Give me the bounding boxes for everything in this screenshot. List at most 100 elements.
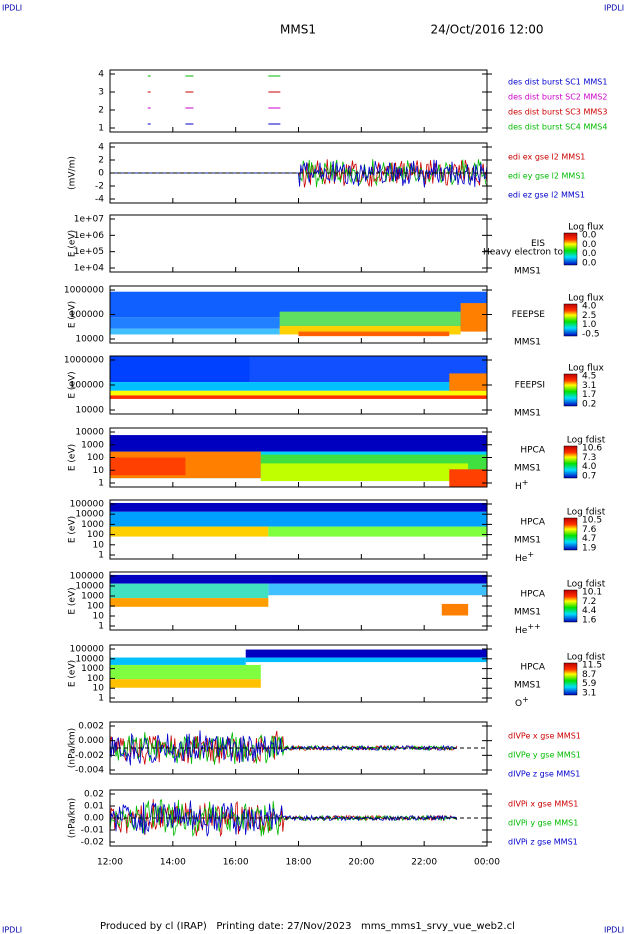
- spectrogram-band: [260, 463, 469, 482]
- corner-label: IPDLI: [604, 4, 624, 13]
- legend-entry: edi ex gse l2 MMS1: [508, 153, 585, 162]
- colorbar: [563, 662, 578, 696]
- date: 24/Oct/2016 12:00: [430, 23, 543, 37]
- y-tick-label: 1e+05: [74, 247, 104, 257]
- colorbar-title: Log fdist: [567, 436, 606, 446]
- spectrogram-band: [268, 526, 487, 537]
- panel: 1e+07 1e+06 1e+05 1e+04 E (eV) EIS MMS1 Heavy e…: [68, 214, 604, 277]
- x-tick-label: 20:00: [348, 858, 374, 868]
- instrument-label: HPCA: [520, 663, 545, 673]
- spectrogram-band: [110, 574, 487, 584]
- colorbar-label: 7.6: [582, 525, 597, 535]
- legend-entry: dIVPi z gse MMS1: [508, 838, 578, 847]
- colorbar-label: 3.1: [582, 688, 596, 698]
- y-tick-label: 0.02: [84, 790, 104, 800]
- y-tick-label: 10000: [75, 335, 104, 345]
- species-label: He+: [515, 550, 534, 564]
- instrument-label: HPCA: [520, 590, 545, 600]
- y-tick-label: 1: [98, 124, 104, 134]
- colorbar: [563, 445, 578, 479]
- y-tick-label: 4: [98, 70, 104, 80]
- spectrogram-band: [110, 583, 269, 599]
- y-tick-label: -4: [95, 195, 104, 205]
- spectrogram-band: [110, 382, 487, 391]
- trace: [109, 730, 457, 766]
- spectrogram-band: [441, 603, 469, 616]
- spectrogram-band: [110, 328, 280, 335]
- y-axis-label: E (eV): [68, 660, 78, 687]
- y-axis-label: (mV/m): [68, 156, 78, 190]
- panel: 1000000 100000 10000 E (eV) FEEPSE MMS1 Log fl…: [64, 285, 604, 348]
- colorbar-label: 7.2: [582, 597, 596, 607]
- colorbar-label: 0.2: [582, 399, 596, 409]
- colorbar-label: 4.0: [582, 462, 597, 472]
- spectrogram-band: [449, 469, 487, 487]
- corner-label: IPDLI: [604, 926, 624, 934]
- species: He: [515, 554, 528, 564]
- colorbar-label: 0.7: [582, 471, 596, 481]
- species: H: [515, 482, 522, 492]
- colorbar-label: 0.0: [582, 240, 597, 250]
- y-tick-label: -2: [95, 182, 104, 192]
- panel: 4 3 2 1 des dist burst SC1 MMS1 des dist burs…: [98, 69, 607, 134]
- colorbar-label: 11.5: [582, 661, 602, 671]
- x-tick-label: 18:00: [286, 858, 312, 868]
- trace: [109, 800, 458, 837]
- x-tick-label: 14:00: [160, 858, 186, 868]
- colorbar: [563, 373, 578, 407]
- panel: 0.002 0.000 -0.002 -0.004(nPa/km) dIVPe x gs…: [68, 721, 581, 779]
- colorbar-label: 4.5: [582, 372, 596, 382]
- y-tick-label: 10000: [75, 510, 104, 520]
- colorbar-label: 1.6: [582, 615, 597, 625]
- y-tick-label: 1: [98, 694, 104, 704]
- colorbar-label: 1.7: [582, 390, 596, 400]
- frame: [109, 69, 488, 133]
- spectrogram-band: [110, 511, 487, 527]
- y-axis-label: E (eV): [68, 301, 78, 328]
- spectrogram-band: [298, 331, 450, 337]
- spectrogram-band: [279, 325, 461, 335]
- spectrogram-band: [110, 390, 487, 396]
- spacecraft-label: MMS1: [514, 681, 541, 691]
- species-label: H+: [515, 478, 528, 492]
- y-tick-label: 10: [93, 466, 105, 476]
- spectrogram-band: [110, 679, 261, 688]
- legend-entry: dIVPe z gse MMS1: [508, 770, 580, 779]
- spectrogram-band: [245, 649, 487, 658]
- charge: +: [522, 478, 529, 487]
- panel: 1000000 100000 10000 E (eV) FEEPSI MMS1 Log fl…: [64, 355, 604, 419]
- y-tick-label: 2: [98, 106, 104, 116]
- spectrogram-band: [110, 502, 487, 512]
- spectrogram-band: [110, 457, 186, 476]
- legend-entry: dIVPe x gse MMS1: [508, 732, 581, 741]
- y-tick-label: 0.01: [84, 802, 104, 812]
- y-tick-label: 10000: [75, 428, 104, 438]
- colorbar-label: 0.0: [582, 249, 597, 259]
- title: MMS1: [280, 23, 316, 37]
- y-tick-label: 1: [98, 551, 104, 561]
- y-tick-label: 1000: [81, 440, 104, 450]
- instrument-label: HPCA: [520, 518, 545, 528]
- legend-entry: dIVPi y gse MMS1: [508, 819, 578, 828]
- spacecraft-label: MMS1: [514, 536, 541, 546]
- footer: Produced by cl (IRAP) Printing date: 27/…: [100, 921, 515, 932]
- colorbar-title: Log flux: [568, 364, 604, 374]
- charge: +: [527, 550, 534, 559]
- spacecraft-label: MMS1: [514, 409, 541, 419]
- colorbar-label: 10.6: [582, 444, 602, 454]
- x-tick-label: 00:00: [474, 858, 500, 868]
- y-tick-label: 0.002: [78, 722, 104, 732]
- colorbar: [563, 232, 578, 266]
- colorbar: [563, 303, 578, 337]
- corner-label: IPDLI: [2, 4, 22, 13]
- colorbar-label: 3.1: [582, 381, 596, 391]
- colorbar-label: -0.5: [582, 329, 600, 339]
- spectrogram-band: [110, 657, 246, 665]
- y-tick-label: 4: [98, 143, 104, 153]
- colorbar-label: 4.4: [582, 606, 597, 616]
- y-tick-label: 1e+07: [74, 215, 104, 225]
- y-tick-label: 100000: [70, 572, 105, 582]
- frame: [109, 214, 488, 273]
- colorbar-title: Log fdist: [567, 580, 606, 590]
